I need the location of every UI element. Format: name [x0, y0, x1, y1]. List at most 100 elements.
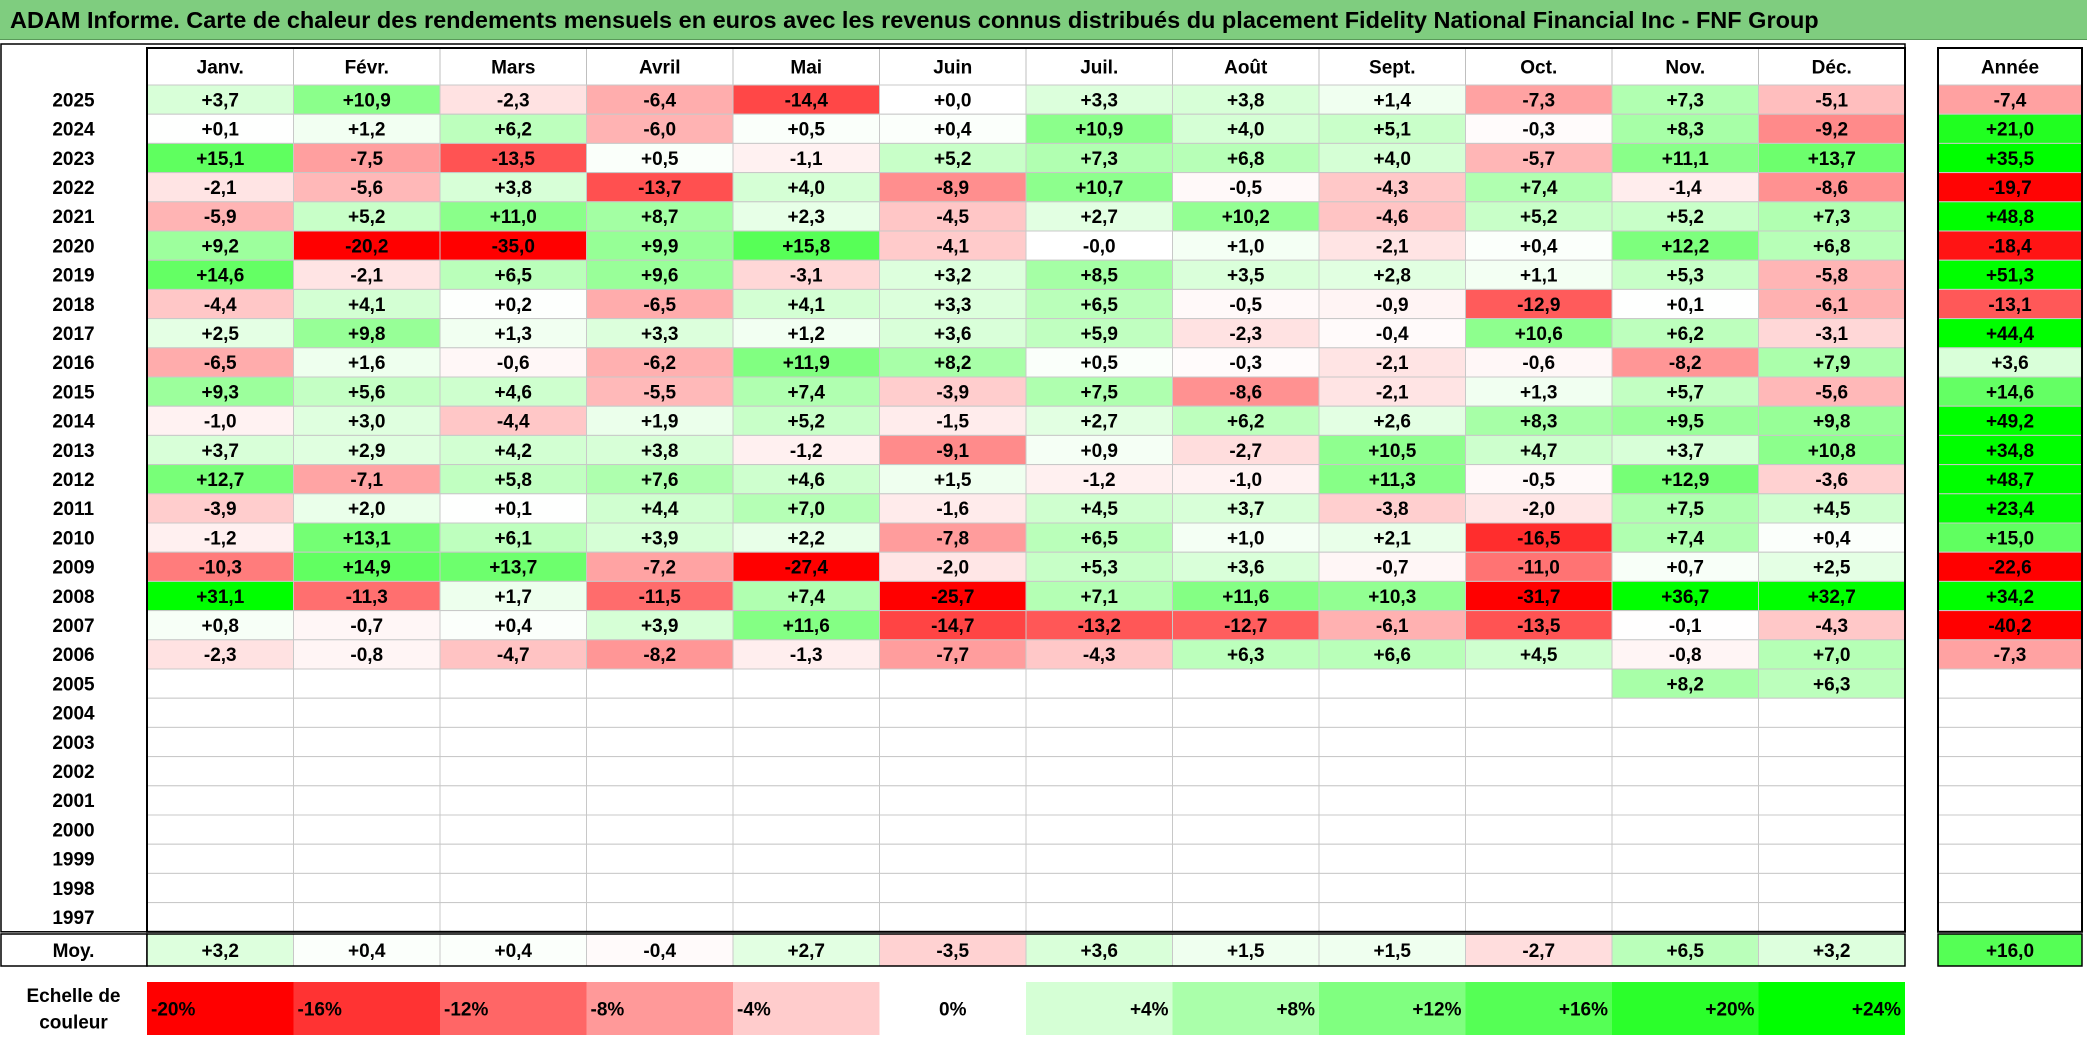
heatmap-cell	[879, 113, 1027, 144]
heatmap-cell-value: -6,5	[204, 353, 237, 374]
heatmap-cell	[1758, 318, 1906, 349]
annual-cell-value: +44,4	[1986, 324, 2035, 345]
title-bar: ADAM Informe. Carte de chaleur des rende…	[0, 0, 2087, 40]
heatmap-cell	[1025, 843, 1173, 874]
heatmap-cell-value: +4,1	[787, 295, 825, 316]
heatmap-cell	[1611, 785, 1759, 816]
heatmap-cell	[1611, 580, 1759, 612]
heatmap-cell	[1758, 580, 1906, 612]
annual-cell	[1937, 434, 2083, 466]
heatmap-cell-value: -0,1	[1669, 616, 1702, 637]
heatmap-cell	[293, 405, 441, 436]
heatmap-cell	[1318, 230, 1466, 261]
annual-cell	[1937, 347, 2083, 378]
average-cell-value: -3,5	[936, 941, 969, 962]
heatmap-cell	[439, 785, 587, 816]
heatmap-cell-value: +2,9	[348, 441, 386, 462]
heatmap-cell-value: -4,4	[204, 295, 237, 316]
heatmap-cell-value: +4,0	[1227, 120, 1265, 141]
heatmap-cell	[1318, 697, 1466, 728]
scale-swatch-label: +16%	[1559, 999, 1608, 1020]
heatmap-cell	[586, 347, 734, 378]
heatmap-cell	[1465, 172, 1613, 203]
heatmap-cell-value: -2,1	[1376, 382, 1409, 403]
heatmap-cell	[1465, 405, 1613, 436]
year-label: 2010	[52, 528, 94, 549]
heatmap-cell	[586, 697, 734, 728]
heatmap-cell-value: +5,3	[1666, 266, 1704, 287]
heatmap-cell	[1025, 347, 1173, 378]
heatmap-cell	[732, 259, 880, 290]
annual-cell	[1937, 814, 2083, 845]
heatmap-cell	[879, 902, 1027, 933]
heatmap-cell	[1465, 551, 1613, 582]
heatmap-cell-value: +14,9	[343, 558, 391, 579]
heatmap-cell	[1318, 843, 1466, 874]
heatmap-cell-value: +3,7	[1666, 441, 1704, 462]
average-label-cell	[0, 933, 148, 967]
heatmap-cell-value: -6,1	[1815, 295, 1848, 316]
heatmap-cell	[1172, 639, 1320, 670]
average-cell-value: +6,5	[1666, 941, 1704, 962]
heatmap-cell	[1318, 318, 1466, 349]
heatmap-cell	[1611, 726, 1759, 758]
heatmap-cell-value: +1,2	[787, 324, 825, 345]
heatmap-cell-value: +2,0	[348, 499, 386, 520]
heatmap-cell	[1025, 902, 1173, 933]
heatmap-cell-value: +12,2	[1661, 236, 1709, 257]
heatmap-cell	[1758, 405, 1906, 436]
heatmap-cell	[1025, 814, 1173, 845]
heatmap-cell-value: -0,6	[497, 353, 530, 374]
heatmap-cell	[879, 872, 1027, 904]
heatmap-cell	[732, 814, 880, 845]
heatmap-cell	[1025, 288, 1173, 320]
heatmap-cell-value: -3,6	[1815, 470, 1848, 491]
average-cell-value: +3,2	[201, 941, 239, 962]
heatmap-cell	[439, 405, 587, 436]
heatmap-cell-value: -2,1	[350, 266, 383, 287]
average-cell-value: +3,6	[1080, 941, 1118, 962]
month-header-label: Mars	[491, 57, 535, 78]
heatmap-cell-value: -1,2	[204, 528, 237, 549]
heatmap-cell-value: +1,1	[1520, 266, 1558, 287]
heatmap-cell-value: +6,2	[494, 120, 532, 141]
heatmap-cell	[439, 726, 587, 758]
year-label: 2005	[52, 674, 95, 695]
heatmap-cell	[1318, 902, 1466, 933]
heatmap-cell	[1172, 902, 1320, 933]
heatmap-cell	[1318, 785, 1466, 816]
heatmap-cell-value: -12,9	[1517, 295, 1560, 316]
month-header-cell	[1465, 47, 1613, 86]
heatmap-cell-value: +3,8	[494, 178, 532, 199]
heatmap-cell-value: +0,1	[201, 120, 239, 141]
heatmap-cell-value: +5,2	[1666, 207, 1704, 228]
heatmap-cell	[1318, 84, 1466, 115]
heatmap-cell-value: -1,5	[936, 412, 969, 433]
heatmap-cell	[293, 288, 441, 320]
heatmap-cell	[293, 551, 441, 582]
month-header-label: Sept.	[1369, 57, 1415, 78]
heatmap-cell	[732, 464, 880, 495]
year-label: 2014	[52, 412, 95, 433]
annual-cell-value: -13,1	[1988, 295, 2032, 316]
heatmap-cell	[439, 84, 587, 115]
scale-swatch-label: -12%	[444, 999, 488, 1020]
annual-cell-value: -7,4	[1994, 90, 2027, 111]
heatmap-cell	[1611, 172, 1759, 203]
heatmap-cell-value: +1,6	[348, 353, 386, 374]
heatmap-cell-value: -31,7	[1517, 587, 1560, 608]
heatmap-cell-value: +3,7	[201, 441, 239, 462]
heatmap-cell-value: +8,2	[934, 353, 972, 374]
heatmap-cell	[1758, 84, 1906, 115]
heatmap-cell-value: +4,0	[787, 178, 825, 199]
heatmap-cell	[1172, 726, 1320, 758]
heatmap-cell-value: +8,5	[1080, 266, 1118, 287]
heatmap-cell	[1758, 756, 1906, 787]
heatmap-cell	[293, 610, 441, 641]
heatmap-cell	[293, 493, 441, 524]
annual-cell-value: +21,0	[1986, 120, 2034, 141]
heatmap-cell-value: -2,1	[1376, 236, 1409, 257]
heatmap-cell-value: -35,0	[492, 236, 535, 257]
heatmap-cell-value: -0,6	[1522, 353, 1555, 374]
heatmap-cell	[1172, 464, 1320, 495]
